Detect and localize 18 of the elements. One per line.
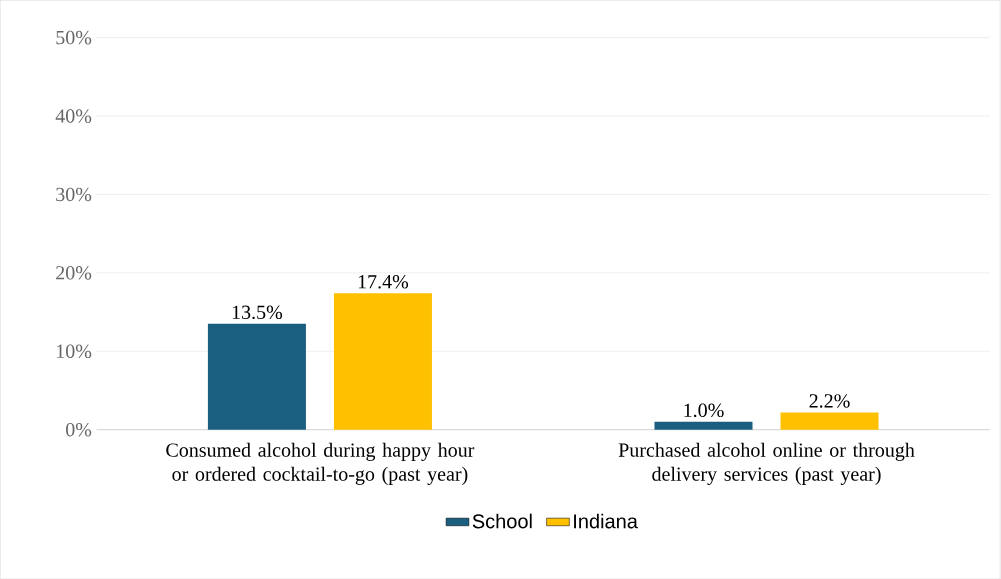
legend-label: School — [472, 513, 532, 529]
data-label: 13.5% — [232, 305, 283, 319]
bar — [780, 412, 879, 430]
x-tick-label: Consumed alcohol during happy hour or ordered cocktail-to-go (past year) — [166, 442, 475, 485]
legend-label: Indiana — [574, 513, 638, 529]
x-tick-label: Purchased alcohol online or through delivery services (past year) — [618, 442, 915, 485]
y-tick-label: 40% — [55, 109, 92, 123]
data-label: 2.2% — [809, 393, 850, 408]
y-tick-label: 50% — [56, 30, 92, 45]
data-label: 17.4% — [358, 274, 409, 289]
y-tick-label: 20% — [56, 265, 92, 280]
bar — [207, 323, 306, 430]
y-tick-label: 30% — [56, 187, 92, 202]
bar — [654, 421, 753, 430]
data-label: 1.0% — [684, 403, 724, 417]
y-tick-label: 10% — [57, 344, 92, 358]
bar — [333, 293, 432, 430]
y-tick-label: 0% — [66, 422, 92, 437]
